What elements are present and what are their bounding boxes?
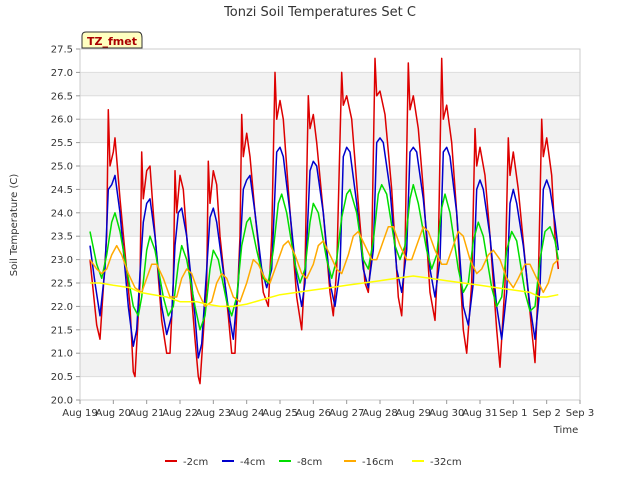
plot-frame: [79, 48, 581, 401]
y-axis: 20.0 20.5 21.0 21.5 22.0 22.5 23.0 23.5 24.0 24.5…: [51, 45, 80, 407]
x-tick-label: Aug 28: [362, 408, 397, 419]
series-line-m4cm: [89, 137, 560, 359]
y-tick-label: 22.0: [51, 302, 73, 313]
y-tick-label: 20.0: [51, 396, 73, 407]
plot-band: [80, 166, 580, 190]
chart-title: Tonzi Soil Temperatures Set C: [223, 5, 416, 20]
y-tick-label: 23.5: [51, 232, 73, 243]
series-line-m2cm: [89, 57, 560, 385]
x-tick-label: Sep 1: [499, 408, 527, 419]
badge-label: TZ_fmet: [87, 35, 137, 48]
y-tick-label: 26.5: [51, 91, 73, 102]
y-tick-label: 21.5: [51, 325, 73, 336]
x-tick-label: Aug 26: [296, 408, 331, 419]
x-tick-label: Aug 23: [196, 408, 231, 419]
x-axis-label: Time: [553, 425, 578, 436]
series-line-m8cm: [89, 183, 560, 331]
legend: -2cm -4cm -8cm -16cm -32cm: [165, 457, 462, 468]
y-tick-label: 24.5: [51, 185, 73, 196]
x-tick-label: Aug 31: [462, 408, 497, 419]
y-tick-label: 27.0: [51, 68, 73, 79]
plot-area: [80, 72, 580, 377]
plot-band: [80, 72, 580, 96]
y-tick-label: 25.0: [51, 162, 73, 173]
y-tick-label: 23.0: [51, 255, 73, 266]
x-tick-label: Aug 24: [229, 408, 264, 419]
y-tick-label: 20.5: [51, 372, 73, 383]
y-tick-label: 26.0: [51, 115, 73, 126]
plot-band: [80, 212, 580, 237]
legend-label: -2cm: [183, 457, 208, 468]
legend-label: -4cm: [240, 457, 265, 468]
y-tick-label: 21.0: [51, 349, 73, 360]
y-axis-label: Soil Temperature (C): [9, 174, 20, 277]
legend-label: -32cm: [430, 457, 462, 468]
x-tick-label: Aug 22: [162, 408, 197, 419]
series-lines: [89, 57, 560, 385]
x-tick-label: Aug 30: [429, 408, 464, 419]
x-tick-label: Sep 2: [532, 408, 560, 419]
x-tick-label: Sep 3: [566, 408, 594, 419]
legend-label: -8cm: [297, 457, 322, 468]
x-tick-label: Aug 19: [62, 408, 97, 419]
y-tick-label: 25.5: [51, 138, 73, 149]
legend-label: -16cm: [362, 457, 394, 468]
x-tick-label: Aug 21: [129, 408, 164, 419]
plot-band: [80, 119, 580, 143]
x-tick-label: Aug 20: [96, 408, 131, 419]
y-tick-label: 27.5: [51, 45, 73, 56]
x-tick-label: Aug 27: [329, 408, 364, 419]
x-tick-label: Aug 25: [262, 408, 297, 419]
y-tick-label: 22.5: [51, 279, 73, 290]
series-line-m32cm: [90, 275, 559, 308]
station-badge: TZ_fmet: [81, 31, 143, 49]
series-line-m16cm: [89, 226, 559, 308]
y-tick-label: 24.0: [51, 208, 73, 219]
x-tick-label: Aug 29: [396, 408, 431, 419]
plot-band: [80, 353, 580, 377]
